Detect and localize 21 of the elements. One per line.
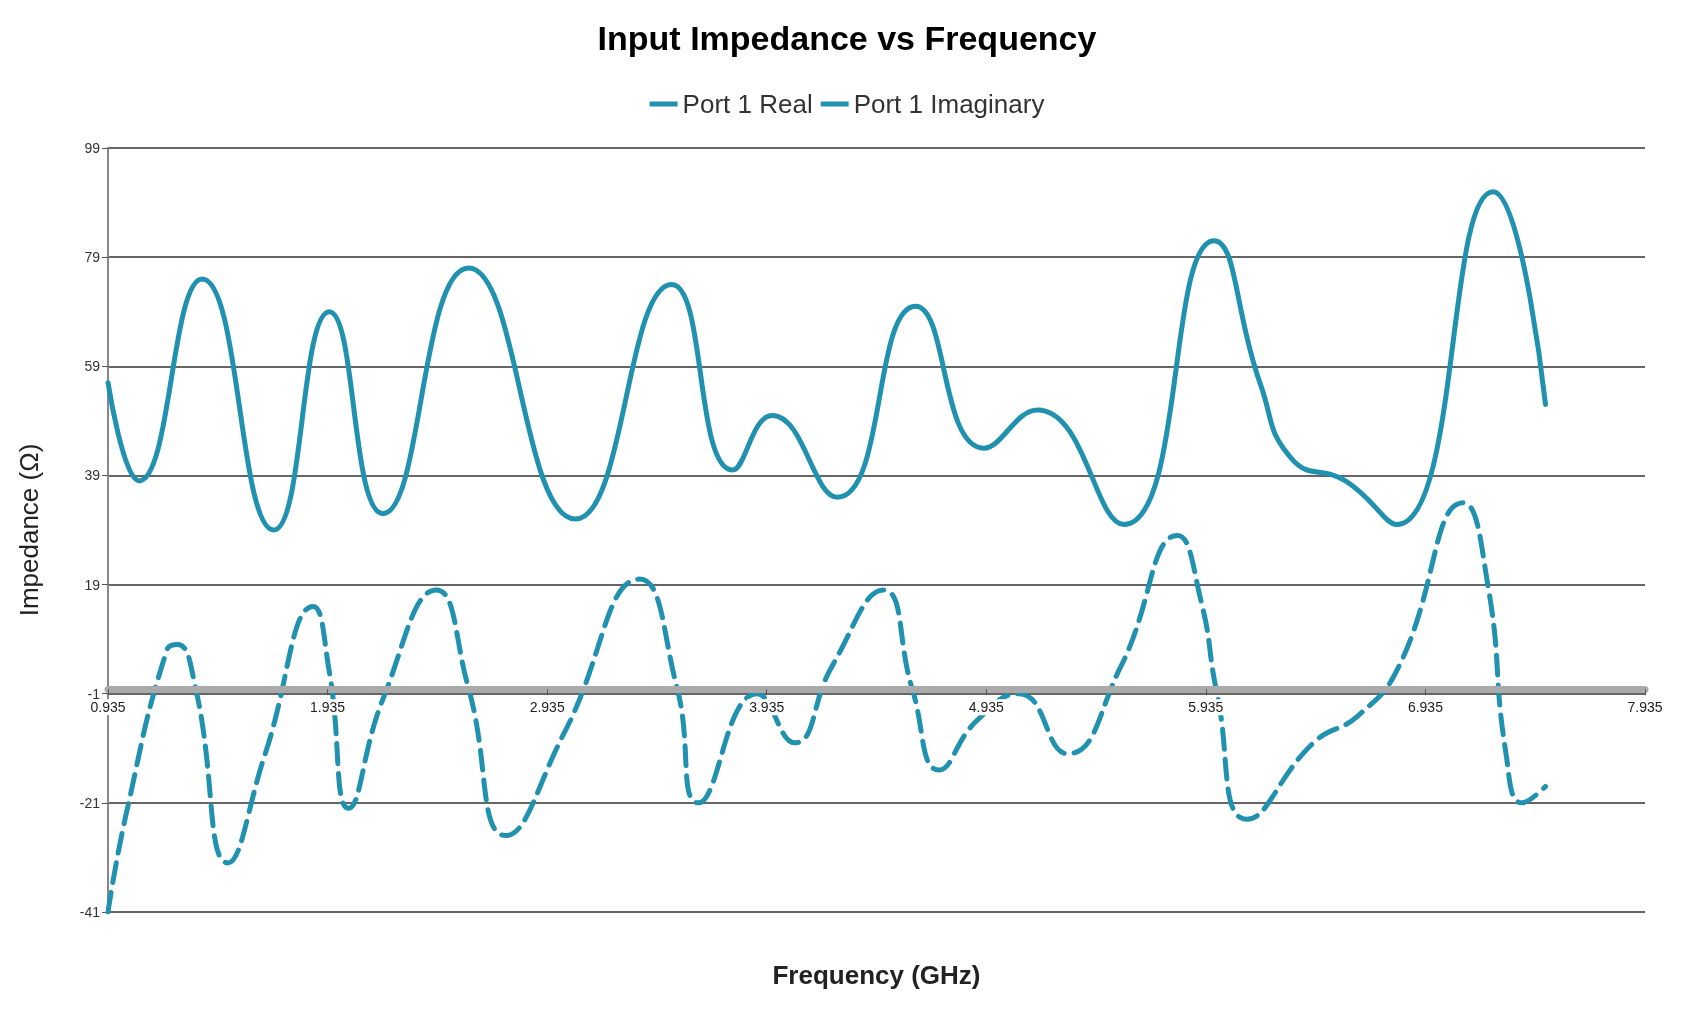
y-tick-label: 99: [84, 140, 101, 156]
legend-label: Port 1 Imaginary: [853, 89, 1045, 119]
x-tick-label: 4.935: [968, 699, 1005, 716]
x-tick-label: 1.935: [310, 699, 346, 716]
y-tick-label: 39: [84, 467, 101, 484]
legend-label: Port 1 Real: [682, 89, 813, 119]
y-tick-label: 59: [84, 358, 101, 375]
x-tick-label: 3.935: [749, 699, 785, 716]
x-axis-title: Frequency (GHz): [772, 960, 981, 990]
y-tick-label: 79: [84, 249, 101, 266]
x-tick-label: 2.935: [529, 699, 565, 716]
chart-title: Input Impedance vs Frequency: [597, 19, 1097, 57]
x-tick-label: 0.935: [90, 699, 126, 716]
y-tick-label: -21: [79, 794, 101, 811]
y-tick-label: 19: [84, 576, 101, 593]
y-tick-label: -41: [79, 904, 101, 920]
x-tick-label: 5.935: [1188, 699, 1224, 716]
x-tick-label: 6.935: [1407, 699, 1444, 716]
y-tick-label: -1: [87, 685, 101, 702]
x-tick-label: 7.935: [1627, 699, 1663, 716]
y-axis-title: Impedance (Ω): [14, 443, 44, 617]
